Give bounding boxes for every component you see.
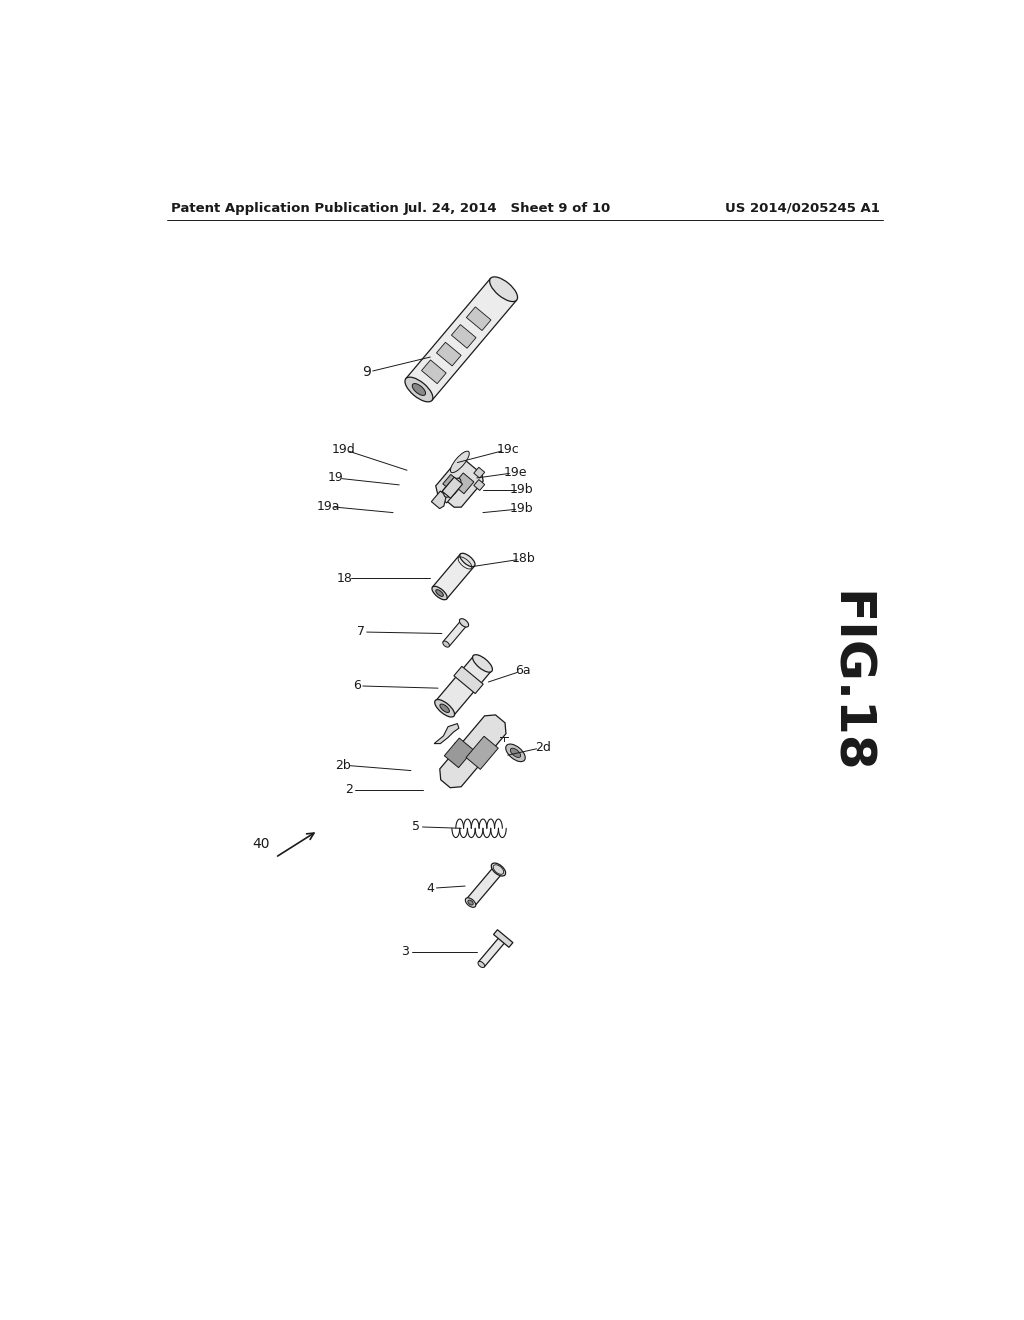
Polygon shape <box>436 656 492 715</box>
Text: 18: 18 <box>337 572 353 585</box>
Text: US 2014/0205245 A1: US 2014/0205245 A1 <box>725 202 880 215</box>
Polygon shape <box>466 737 499 770</box>
Ellipse shape <box>460 553 475 566</box>
Polygon shape <box>436 342 461 366</box>
Text: 19d: 19d <box>332 444 355 455</box>
Polygon shape <box>443 620 467 647</box>
Polygon shape <box>406 279 517 400</box>
Text: 19b: 19b <box>510 502 534 515</box>
Polygon shape <box>474 479 484 491</box>
Text: 3: 3 <box>401 945 410 958</box>
Ellipse shape <box>413 384 426 396</box>
Ellipse shape <box>489 277 517 301</box>
Polygon shape <box>422 360 446 384</box>
Ellipse shape <box>460 619 469 627</box>
Polygon shape <box>442 474 463 494</box>
Ellipse shape <box>492 863 506 876</box>
Text: 19: 19 <box>328 471 344 484</box>
Ellipse shape <box>451 451 469 473</box>
Polygon shape <box>432 554 474 599</box>
Ellipse shape <box>435 700 455 717</box>
Ellipse shape <box>510 748 520 758</box>
Text: 5: 5 <box>413 820 420 833</box>
Polygon shape <box>474 467 484 478</box>
Polygon shape <box>454 667 483 693</box>
Ellipse shape <box>440 483 457 502</box>
Ellipse shape <box>436 590 443 597</box>
Ellipse shape <box>468 900 473 906</box>
Polygon shape <box>436 459 483 507</box>
Text: Jul. 24, 2014   Sheet 9 of 10: Jul. 24, 2014 Sheet 9 of 10 <box>404 202 611 215</box>
Ellipse shape <box>472 655 493 672</box>
Polygon shape <box>431 491 446 508</box>
Text: 19a: 19a <box>316 500 340 513</box>
Ellipse shape <box>443 478 461 498</box>
Text: 19c: 19c <box>497 444 519 455</box>
Polygon shape <box>466 306 490 330</box>
Text: 9: 9 <box>362 366 371 379</box>
Polygon shape <box>478 936 506 968</box>
Ellipse shape <box>465 898 476 907</box>
Text: FIG.18: FIG.18 <box>824 590 872 774</box>
Text: 7: 7 <box>356 626 365 639</box>
Ellipse shape <box>442 642 450 647</box>
Ellipse shape <box>432 586 447 599</box>
Text: 2: 2 <box>345 783 353 796</box>
Text: 2d: 2d <box>535 741 551 754</box>
Polygon shape <box>439 715 506 788</box>
Ellipse shape <box>404 378 433 401</box>
Text: 6: 6 <box>352 680 360 693</box>
Text: Patent Application Publication: Patent Application Publication <box>171 202 398 215</box>
Polygon shape <box>444 738 473 768</box>
Polygon shape <box>466 866 503 906</box>
Polygon shape <box>438 482 459 503</box>
Text: 2b: 2b <box>336 759 351 772</box>
Text: 18b: 18b <box>511 552 536 565</box>
Ellipse shape <box>440 704 450 713</box>
Polygon shape <box>494 929 513 948</box>
Text: 40: 40 <box>253 837 270 850</box>
Text: 4: 4 <box>426 882 434 895</box>
Polygon shape <box>434 723 459 743</box>
Text: 6a: 6a <box>515 664 531 677</box>
Polygon shape <box>452 325 476 348</box>
Text: 19e: 19e <box>504 466 527 479</box>
Polygon shape <box>454 473 474 494</box>
Ellipse shape <box>506 744 525 762</box>
Text: 19b: 19b <box>510 483 534 496</box>
Ellipse shape <box>478 961 484 968</box>
Polygon shape <box>442 477 463 498</box>
